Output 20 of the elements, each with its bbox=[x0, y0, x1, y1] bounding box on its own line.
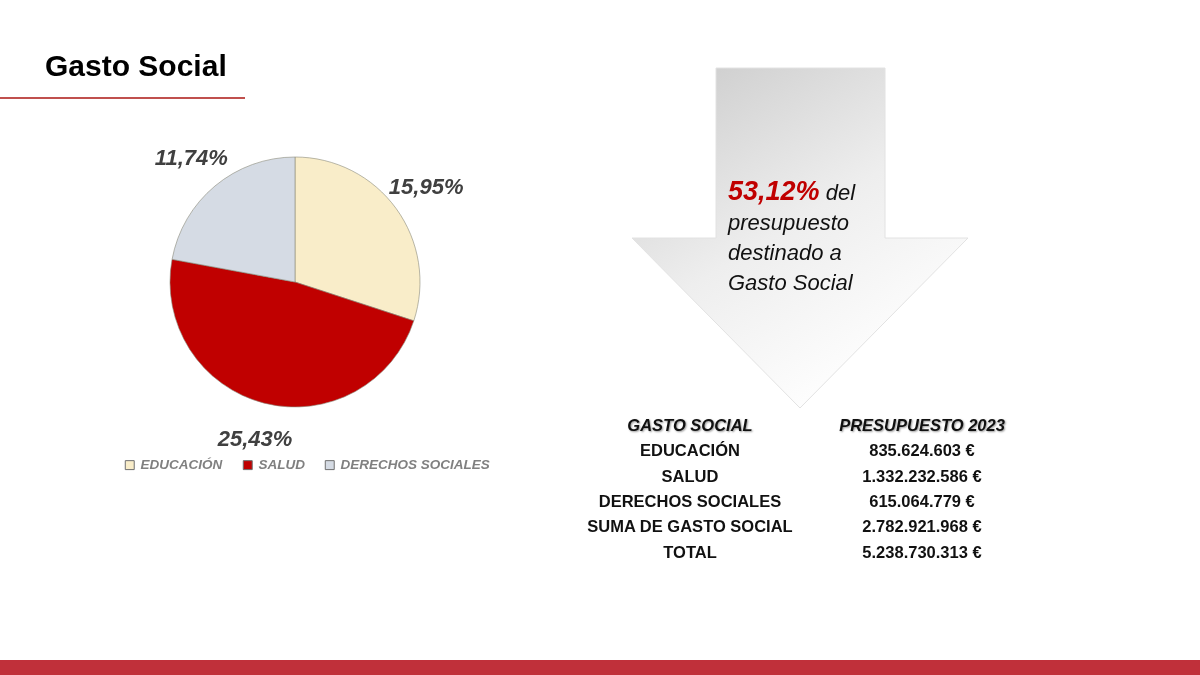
text: SUMA DE GASTO SOCIAL bbox=[586, 516, 794, 537]
text: 615.064.779 € bbox=[868, 490, 976, 511]
text: DERECHOS SOCIALES bbox=[597, 490, 783, 511]
data-label: 25,43% bbox=[216, 426, 293, 451]
legend-label: DERECHOS SOCIALES bbox=[340, 457, 490, 473]
text: 5.238.730.313 € bbox=[861, 541, 983, 562]
text: 835.624.603 € bbox=[868, 440, 976, 461]
legend-label: EDUCACIÓN bbox=[140, 457, 223, 473]
text: 53,12% bbox=[728, 176, 820, 206]
text: EDUCACIÓN bbox=[639, 440, 741, 461]
data-label: 11,74% bbox=[154, 144, 228, 170]
text: SALUD bbox=[660, 465, 720, 486]
text: PRESUPUESTO 2023 bbox=[838, 415, 1006, 435]
text: GASTO SOCIAL bbox=[626, 415, 754, 435]
data-label: 15,95% bbox=[388, 173, 464, 199]
text: 1.332.232.586 € bbox=[861, 465, 983, 486]
chart-title: Gasto Social bbox=[45, 49, 227, 82]
text: TOTAL bbox=[662, 541, 718, 562]
text: 2.782.921.968 € bbox=[861, 516, 983, 537]
legend-label: SALUD bbox=[258, 457, 306, 473]
